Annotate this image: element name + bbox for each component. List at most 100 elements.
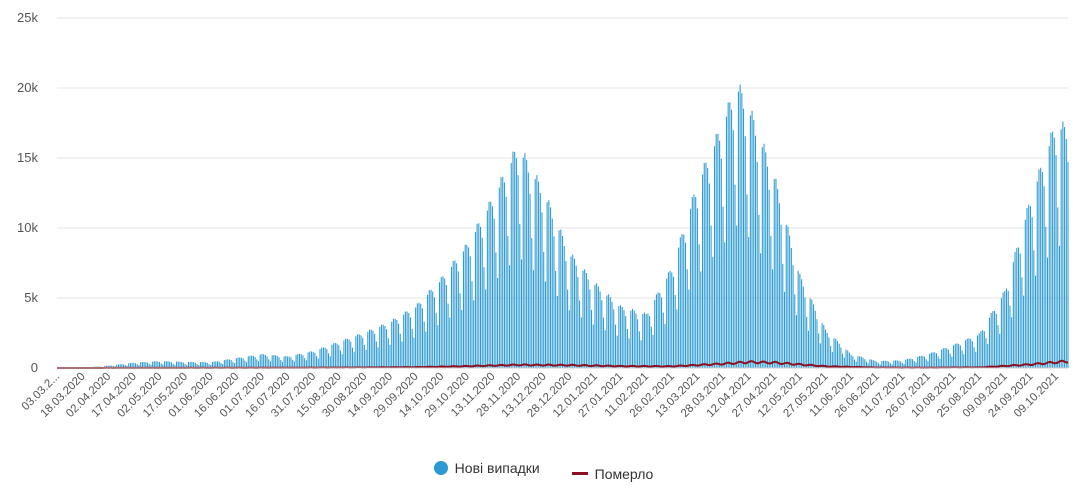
- bar-new-cases[interactable]: [384, 325, 386, 368]
- bar-new-cases[interactable]: [304, 358, 306, 368]
- bar-new-cases[interactable]: [427, 294, 429, 368]
- bar-new-cases[interactable]: [346, 338, 348, 368]
- bar-new-cases[interactable]: [268, 359, 270, 368]
- bar-new-cases[interactable]: [809, 298, 811, 368]
- bar-new-cases[interactable]: [705, 162, 707, 368]
- bar-new-cases[interactable]: [550, 207, 552, 368]
- bar-new-cases[interactable]: [821, 323, 823, 368]
- bar-new-cases[interactable]: [444, 278, 446, 368]
- bar-new-cases[interactable]: [483, 267, 485, 368]
- bar-new-cases[interactable]: [312, 351, 314, 368]
- bar-new-cases[interactable]: [1017, 247, 1020, 368]
- bar-new-cases[interactable]: [982, 330, 984, 368]
- bar-new-cases[interactable]: [439, 282, 441, 368]
- bar-new-cases[interactable]: [780, 224, 782, 368]
- bar-new-cases[interactable]: [505, 196, 507, 368]
- bar-new-cases[interactable]: [944, 347, 946, 368]
- bar-new-cases[interactable]: [930, 352, 932, 368]
- bar-new-cases[interactable]: [205, 362, 207, 368]
- bar-new-cases[interactable]: [305, 360, 307, 368]
- bar-new-cases[interactable]: [879, 364, 881, 368]
- bar-new-cases[interactable]: [864, 359, 866, 368]
- bar-new-cases[interactable]: [560, 229, 562, 368]
- bar-new-cases[interactable]: [802, 286, 804, 368]
- bar-new-cases[interactable]: [146, 362, 149, 368]
- bar-new-cases[interactable]: [1043, 186, 1045, 368]
- bar-new-cases[interactable]: [908, 358, 910, 368]
- bar-new-cases[interactable]: [360, 335, 362, 368]
- bar-new-cases[interactable]: [177, 361, 179, 368]
- bar-new-cases[interactable]: [1004, 291, 1006, 368]
- bar-new-cases[interactable]: [399, 333, 401, 368]
- bar-new-cases[interactable]: [276, 356, 278, 368]
- bar-new-cases[interactable]: [1033, 250, 1035, 368]
- bar-new-cases[interactable]: [614, 324, 616, 368]
- bar-new-cases[interactable]: [739, 84, 741, 368]
- bar-new-cases[interactable]: [242, 358, 244, 368]
- bar-new-cases[interactable]: [567, 289, 569, 368]
- bar-new-cases[interactable]: [1019, 253, 1021, 368]
- bar-new-cases[interactable]: [760, 253, 762, 368]
- bar-new-cases[interactable]: [915, 362, 917, 368]
- bar-new-cases[interactable]: [121, 364, 123, 368]
- bar-new-cases[interactable]: [765, 152, 767, 368]
- bar-new-cases[interactable]: [469, 256, 471, 368]
- bar-new-cases[interactable]: [227, 359, 229, 368]
- bar-new-cases[interactable]: [345, 338, 347, 368]
- bar-new-cases[interactable]: [357, 334, 359, 368]
- bar-new-cases[interactable]: [570, 256, 572, 368]
- bar-new-cases[interactable]: [1055, 155, 1057, 368]
- bar-new-cases[interactable]: [1052, 131, 1054, 368]
- bar-new-cases[interactable]: [1053, 137, 1055, 368]
- bar-new-cases[interactable]: [568, 310, 570, 368]
- bar-new-cases[interactable]: [684, 242, 686, 368]
- bar-new-cases[interactable]: [1035, 275, 1037, 368]
- bar-new-cases[interactable]: [220, 363, 222, 368]
- bar-new-cases[interactable]: [252, 356, 254, 368]
- bar-new-cases[interactable]: [672, 276, 675, 368]
- bar-new-cases[interactable]: [871, 359, 873, 368]
- bar-new-cases[interactable]: [744, 136, 746, 368]
- bar-new-cases[interactable]: [167, 361, 169, 368]
- bar-new-cases[interactable]: [997, 325, 999, 368]
- bar-new-cases[interactable]: [954, 343, 956, 368]
- bar-new-cases[interactable]: [461, 309, 463, 368]
- bar-new-cases[interactable]: [679, 237, 681, 368]
- bar-new-cases[interactable]: [351, 347, 353, 368]
- bar-new-cases[interactable]: [454, 260, 456, 368]
- bar-new-cases[interactable]: [582, 270, 584, 368]
- bar-new-cases[interactable]: [123, 364, 125, 368]
- bar-new-cases[interactable]: [708, 183, 710, 368]
- bar-new-cases[interactable]: [973, 347, 975, 368]
- bar-new-cases[interactable]: [141, 361, 143, 368]
- bar-new-cases[interactable]: [949, 353, 951, 368]
- bar-new-cases[interactable]: [698, 244, 700, 368]
- bar-new-cases[interactable]: [271, 355, 273, 368]
- bar-new-cases[interactable]: [934, 352, 936, 368]
- bar-new-cases[interactable]: [927, 361, 929, 368]
- bar-new-cases[interactable]: [575, 265, 577, 368]
- bar-new-cases[interactable]: [987, 343, 989, 368]
- bar-new-cases[interactable]: [611, 301, 613, 368]
- bar-new-cases[interactable]: [396, 319, 398, 368]
- bar-new-cases[interactable]: [609, 297, 611, 368]
- bar-new-cases[interactable]: [1009, 305, 1011, 369]
- bar-new-cases[interactable]: [1036, 181, 1038, 368]
- bar-new-cases[interactable]: [321, 347, 323, 368]
- bar-new-cases[interactable]: [746, 194, 748, 368]
- bar-new-cases[interactable]: [761, 147, 763, 368]
- bar-new-cases[interactable]: [606, 295, 608, 368]
- bar-new-cases[interactable]: [228, 359, 231, 369]
- bar-new-cases[interactable]: [409, 317, 412, 368]
- bar-new-cases[interactable]: [401, 341, 403, 368]
- bar-new-cases[interactable]: [136, 364, 138, 368]
- bar-new-cases[interactable]: [939, 358, 941, 368]
- bar-new-cases[interactable]: [753, 120, 755, 368]
- bar-new-cases[interactable]: [625, 316, 627, 368]
- bar-new-cases[interactable]: [826, 332, 828, 368]
- bar-new-cases[interactable]: [717, 133, 719, 368]
- bar-new-cases[interactable]: [497, 277, 499, 368]
- bar-new-cases[interactable]: [459, 293, 461, 368]
- bar-new-cases[interactable]: [859, 356, 861, 368]
- bar-new-cases[interactable]: [649, 316, 651, 368]
